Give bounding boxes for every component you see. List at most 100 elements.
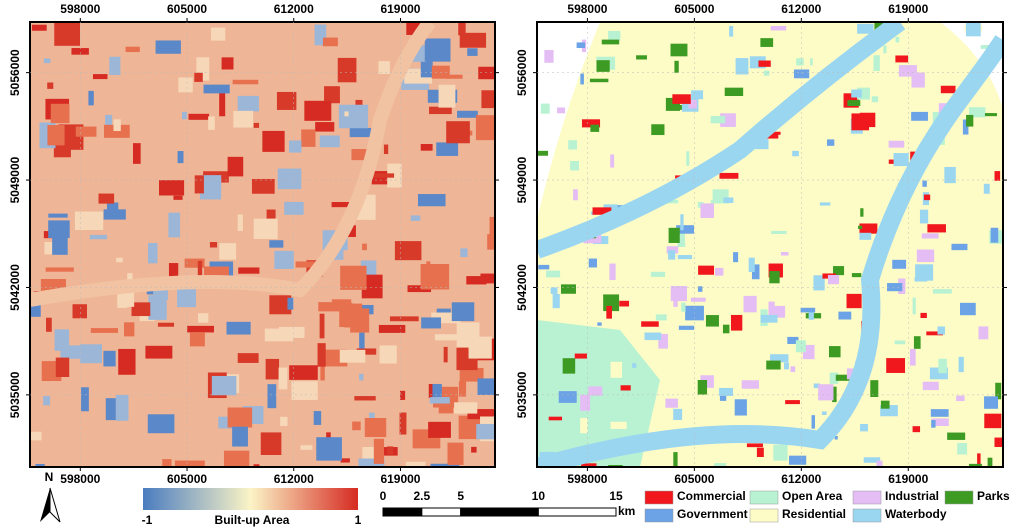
texture [319,135,340,148]
texture [888,159,894,164]
texture [771,230,787,235]
legend-swatch [749,508,779,523]
legend-label: Residential [782,507,846,521]
texture [965,22,981,37]
texture [260,432,282,455]
x-tick-label: 598000 [567,2,607,16]
texture [43,396,51,406]
texture [460,248,468,258]
texture [688,99,697,109]
scale-label: 2.5 [413,489,430,503]
scale-label: 0 [380,489,387,503]
texture [362,243,367,251]
texture [705,315,719,327]
texture [601,39,620,45]
texture [352,421,361,431]
texture [314,24,327,46]
texture [373,447,398,456]
map-frame [29,21,496,468]
texture [789,455,807,465]
texture [676,225,695,234]
texture [438,401,454,414]
texture [802,344,815,360]
texture [931,420,936,428]
y-tick-label: 5049000 [8,156,22,203]
texture [674,60,679,73]
texture [361,274,383,299]
texture [922,381,939,391]
texture [795,340,806,353]
texture [608,465,623,467]
texture [670,285,688,302]
texture [714,463,727,467]
texture [475,115,495,141]
texture [168,212,181,238]
texture [53,141,71,158]
texture [919,209,929,224]
texture [320,358,325,381]
texture [818,384,834,401]
texture [619,300,630,307]
y-tick-label: 5056000 [8,49,22,96]
texture [913,336,921,349]
texture [785,400,800,405]
texture [858,225,863,230]
texture [931,418,949,427]
texture [132,143,141,164]
texture [349,127,377,138]
texture [47,82,54,89]
texture [787,336,799,344]
texture [606,305,612,319]
texture [424,38,451,62]
texture [338,104,369,129]
texture [735,58,749,75]
texture [689,114,702,127]
texture [54,22,80,46]
texture [770,25,787,31]
texture [899,33,903,43]
texture [540,103,550,114]
texture [445,74,463,79]
texture [378,61,390,75]
texture [792,150,799,157]
texture [966,114,974,127]
texture [227,156,244,177]
texture [808,311,814,320]
legend-label: Government [677,507,748,521]
texture [734,399,747,416]
texture [451,302,475,322]
texture [98,193,115,204]
texture [552,293,560,309]
texture [429,397,450,404]
texture [894,340,906,345]
texture [174,460,205,467]
texture [937,326,946,335]
texture [546,270,561,278]
texture [219,243,237,260]
texture [720,110,729,114]
texture [145,345,173,359]
texture [882,379,897,396]
texture [489,216,495,242]
texture [576,42,586,48]
texture [198,313,209,323]
texture [443,346,448,363]
texture [89,234,108,240]
texture [973,197,978,202]
texture [74,211,104,231]
texture [420,264,450,290]
legend-swatch [749,490,779,505]
texture [994,171,1001,181]
texture [459,367,484,382]
texture [803,58,811,68]
legend-swatch [944,490,974,505]
colorbar-max: 1 [355,513,362,527]
texture [923,194,931,201]
texture [958,356,964,373]
texture [421,317,442,329]
texture [883,45,887,54]
texture [984,113,997,117]
texture [813,383,821,389]
texture [178,77,193,93]
